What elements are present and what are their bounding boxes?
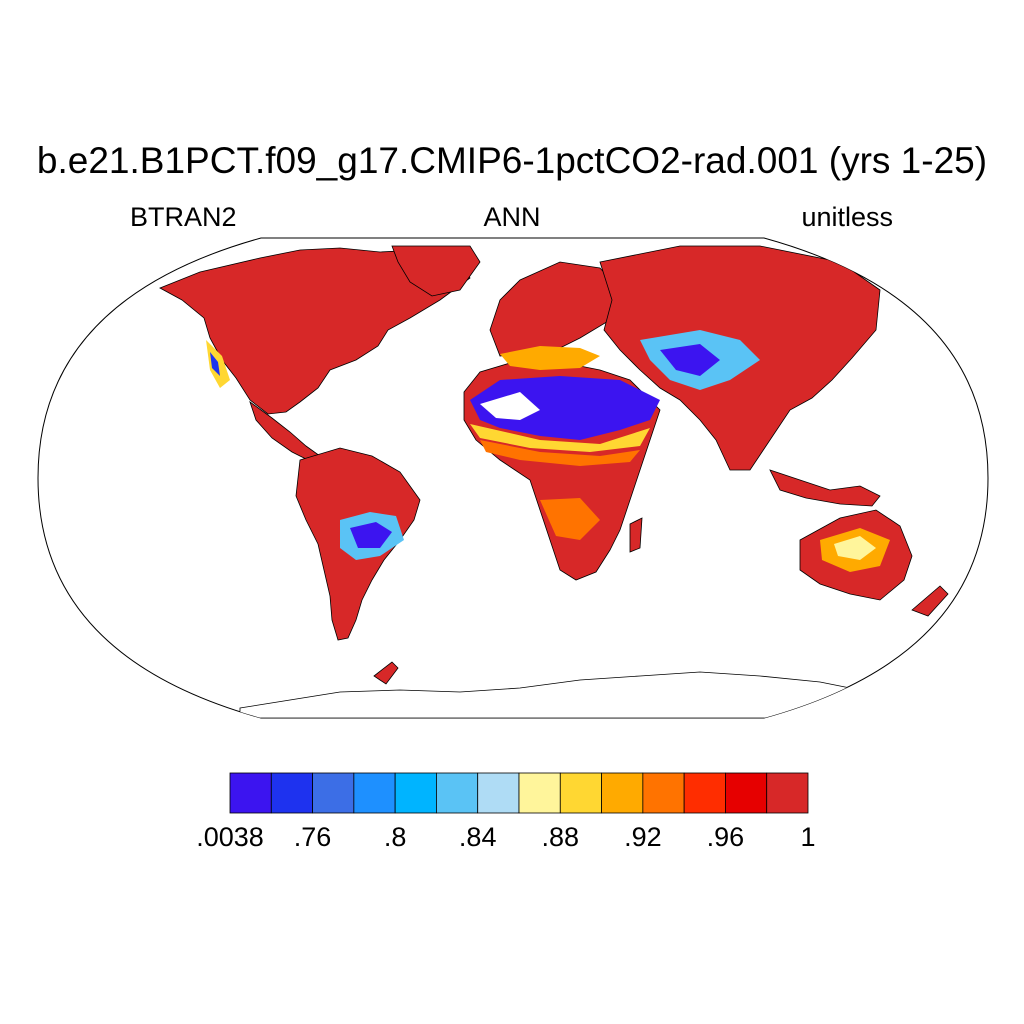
colorbar-tick-label: .84 <box>458 822 497 852</box>
sahel-edge-orange <box>480 440 640 466</box>
greenland <box>391 245 481 297</box>
colorbar-box <box>436 772 479 814</box>
sahara-dry-region <box>470 376 660 440</box>
colorbar-tick-label: .8 <box>383 822 407 852</box>
colorbar-box <box>270 772 313 814</box>
colorbar-tick-label: .76 <box>293 822 332 852</box>
colorbar <box>229 772 809 814</box>
colorbar-box <box>766 772 809 814</box>
madagascar <box>629 517 643 553</box>
colorbar-box <box>394 772 437 814</box>
colorbar-box <box>683 772 726 814</box>
sahel-edge-yellow <box>470 424 650 452</box>
southern-africa-dry <box>540 498 600 540</box>
colorbar-box <box>642 772 685 814</box>
colorbar-tick-label: 1 <box>800 822 816 852</box>
central-asia-dry-core <box>660 344 720 376</box>
plot-title: b.e21.B1PCT.f09_g17.CMIP6-1pctCO2-rad.00… <box>36 140 988 181</box>
season-label: ANN <box>483 202 541 232</box>
colorbar-box <box>601 772 644 814</box>
field-layer <box>159 245 949 718</box>
sahara-white-gaps <box>480 392 540 420</box>
new-zealand <box>911 585 949 617</box>
colorbar-box <box>559 772 602 814</box>
mediterranean-mixed <box>500 346 600 370</box>
australia-interior-core <box>834 536 876 560</box>
western-us-dry-core <box>210 352 220 376</box>
colorbar-tick-label: .96 <box>706 822 745 852</box>
colorbar-tick-label: .88 <box>541 822 580 852</box>
colorbar-box <box>725 772 768 814</box>
colorbar-box <box>477 772 520 814</box>
antarctic-peninsula <box>373 661 399 685</box>
colorbar-box <box>229 772 272 814</box>
south-america-dry-core <box>350 522 392 548</box>
units-label: unitless <box>801 202 893 232</box>
colorbar-tick-label: .92 <box>624 822 662 852</box>
colorbar-tick-label: .0038 <box>196 822 264 852</box>
colorbar-box <box>312 772 355 814</box>
maritime-southeast-asia <box>769 469 881 507</box>
colorbar-box <box>353 772 396 814</box>
variable-label: BTRAN2 <box>130 202 237 232</box>
colorbar-box <box>518 772 561 814</box>
